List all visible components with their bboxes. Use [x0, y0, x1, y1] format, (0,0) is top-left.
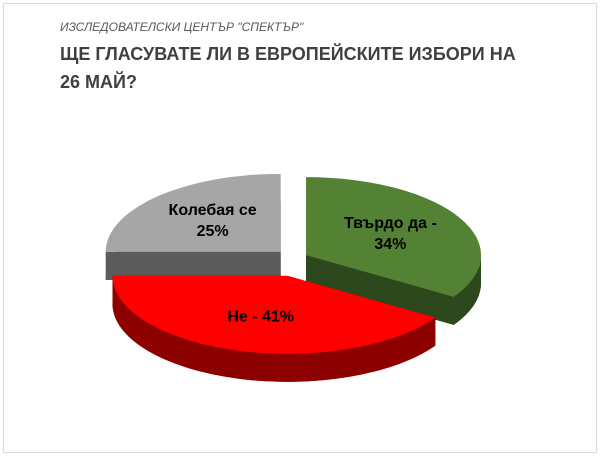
chart-subtitle: ИЗСЛЕДОВАТЕЛСКИ ЦЕНТЪР "СПЕКТЪР" [60, 20, 304, 34]
data-label: Твърдо да - 34% [343, 215, 437, 254]
slice [105, 173, 281, 252]
slice-side [112, 275, 436, 382]
slice-edge [306, 255, 454, 325]
slice-side [453, 255, 482, 325]
slice [112, 275, 436, 354]
slice-edge [105, 251, 281, 280]
slice [306, 177, 482, 297]
chart-title: ЩЕ ГЛАСУВАТЕ ЛИ В ЕВРОПЕЙСКИТЕ ИЗБОРИ НА… [60, 44, 516, 92]
data-label: Колебая се 25% [168, 202, 257, 241]
chart-frame [3, 3, 597, 453]
data-label: Не - 41% [227, 308, 295, 326]
